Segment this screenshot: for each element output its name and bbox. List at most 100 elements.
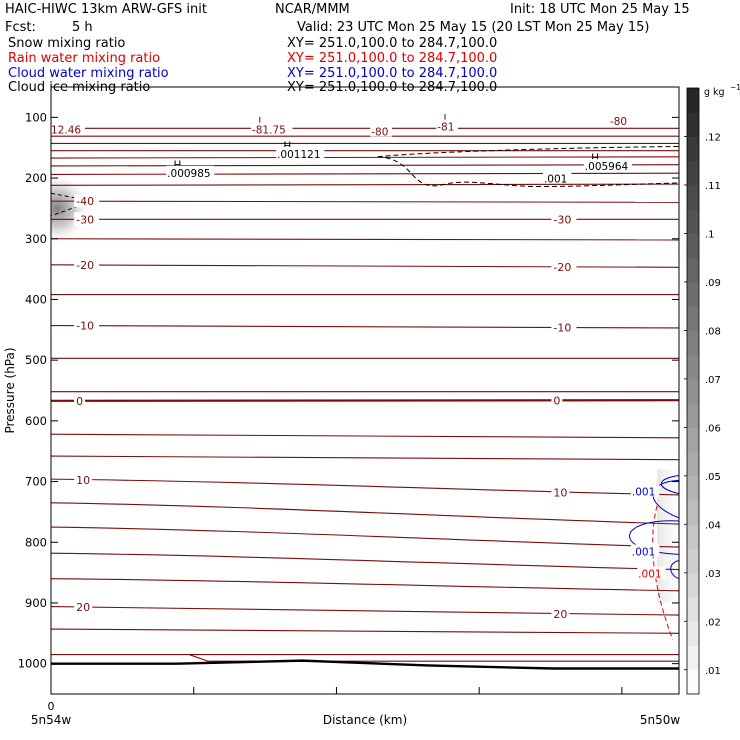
colorbar-unit: g kg — [704, 87, 725, 98]
contour-annotation: .000985 — [167, 168, 210, 180]
cloud-water-contour — [660, 474, 679, 495]
contour-annotation: H — [591, 153, 599, 165]
isotherm-label-left: -10 — [76, 320, 94, 333]
header-fcst-label: Fcst: — [5, 20, 36, 35]
colorbar-segment — [687, 669, 699, 695]
isotherm-label-right: 20 — [553, 608, 567, 621]
colorbar-segment — [687, 209, 699, 234]
contour-labels: -40-30 -30-20 -20-10 -100 01010202012.46L-81… — [50, 113, 666, 621]
isotherm-line — [51, 183, 679, 186]
isotherm-label-bg — [74, 393, 86, 407]
contour-annotation: .001 — [638, 568, 661, 580]
annotation-bg — [436, 119, 459, 132]
isotherm-surface-fragment — [188, 654, 679, 662]
colorbar-tick-label: .11 — [705, 181, 721, 192]
colorbar-segment — [687, 403, 699, 428]
colorbar-tick-label: .04 — [705, 520, 721, 531]
contour-annotation: -80 — [610, 116, 627, 128]
contour-annotation: H — [173, 159, 181, 171]
isotherm-label-bg — [551, 259, 577, 273]
isotherm-label-bg — [551, 393, 563, 407]
contour-annotation: H — [283, 140, 291, 152]
isotherm-label-bg — [551, 606, 570, 620]
annotation-bg — [630, 544, 660, 557]
colorbar-segment — [687, 112, 699, 137]
snow-shading — [51, 172, 679, 603]
legend-snow-xy: XY= 251.0,100.0 to 284.7,100.0 — [287, 36, 498, 51]
colorbar-segment — [687, 378, 699, 404]
colorbar-unit-sup: −1 — [730, 83, 740, 92]
isotherm-label-right: 10 — [553, 487, 567, 500]
y-tick-label: 800 — [25, 535, 47, 549]
isotherm-line — [51, 238, 679, 241]
annotation-bg — [608, 114, 631, 127]
x-tick-label: 0 — [48, 700, 55, 713]
colorbar-segment — [687, 281, 699, 307]
colorbar-segment — [687, 354, 699, 380]
isotherm-line — [51, 200, 679, 203]
hydrometeor-contours — [51, 145, 679, 640]
isotherm-label-left: 20 — [76, 601, 90, 614]
isotherm-line — [51, 433, 679, 439]
colorbar-frame — [686, 87, 700, 695]
legend-cloudwater-name: Cloud water mixing ratio — [8, 66, 169, 81]
y-tick-label: 300 — [25, 232, 47, 246]
annotation-bg — [370, 124, 393, 137]
contour-annotation: .001 — [632, 486, 655, 498]
snow-contour — [377, 145, 679, 188]
isotherm-line — [51, 264, 679, 268]
colorbar-segment — [687, 306, 699, 331]
colorbar-segment — [687, 572, 699, 598]
contour-annotation: .005964 — [585, 161, 629, 173]
colorbar-segment — [687, 160, 699, 186]
colorbar-tick-label: .08 — [705, 326, 721, 337]
isotherm-label-bg — [74, 257, 100, 271]
isotherm-line — [51, 156, 679, 159]
isotherm-label-bg — [74, 472, 93, 486]
colorbar-segment — [687, 330, 699, 356]
colorbar-segment — [687, 475, 699, 501]
y-tick-label: 500 — [25, 353, 47, 367]
annotation-bg — [250, 122, 293, 135]
isotherm-line — [51, 399, 679, 402]
isotherm-line — [51, 628, 679, 634]
y-tick-label: 900 — [25, 596, 47, 610]
contour-annotation: -80 — [371, 127, 388, 139]
annotation-bg — [637, 566, 666, 579]
isotherm-label-right: -30 — [553, 213, 571, 226]
colorbar-segment — [687, 427, 699, 453]
y-tick-label: 100 — [25, 110, 47, 124]
isotherm-line — [51, 502, 679, 525]
isotherm-line — [51, 526, 679, 548]
contour-annotation: -81 — [437, 122, 454, 134]
annotation-bg — [630, 484, 660, 497]
header-init: Init: 18 UTC Mon 25 May 15 — [510, 2, 690, 17]
y-tick-label: 700 — [25, 475, 47, 489]
colorbar-segment — [687, 451, 699, 477]
colorbar-segment — [687, 88, 699, 113]
colorbar-segment — [687, 524, 699, 550]
contour-annotation: -81.75 — [252, 125, 286, 137]
isotherm-label-bg — [551, 485, 570, 499]
colorbar-tick-label: .07 — [705, 375, 721, 386]
annotation-bg — [542, 171, 572, 184]
isotherm-line — [51, 325, 679, 329]
colorbar-segment — [687, 136, 699, 162]
y-tick-label: 600 — [25, 414, 47, 428]
cloud-water-contour — [670, 559, 679, 580]
y-tick-label: 1000 — [18, 657, 47, 671]
isotherm-line — [51, 578, 679, 592]
isotherm-label-bg — [551, 212, 577, 226]
isotherm-line — [51, 172, 679, 175]
header-model: HAIC-HIWC 13km ARW-GFS init — [5, 2, 207, 17]
annotation-bg — [583, 159, 632, 172]
isotherm-label-right: -20 — [553, 261, 571, 274]
isotherm-line — [51, 606, 679, 616]
legend-snow-name: Snow mixing ratio — [8, 36, 126, 51]
contour-annotation: .001121 — [277, 149, 320, 161]
isotherm-line — [51, 455, 679, 461]
colorbar-tick-label: .1 — [705, 229, 715, 240]
isotherm-label-left: -40 — [76, 195, 94, 208]
colorbar-tick-label: .03 — [705, 569, 721, 580]
